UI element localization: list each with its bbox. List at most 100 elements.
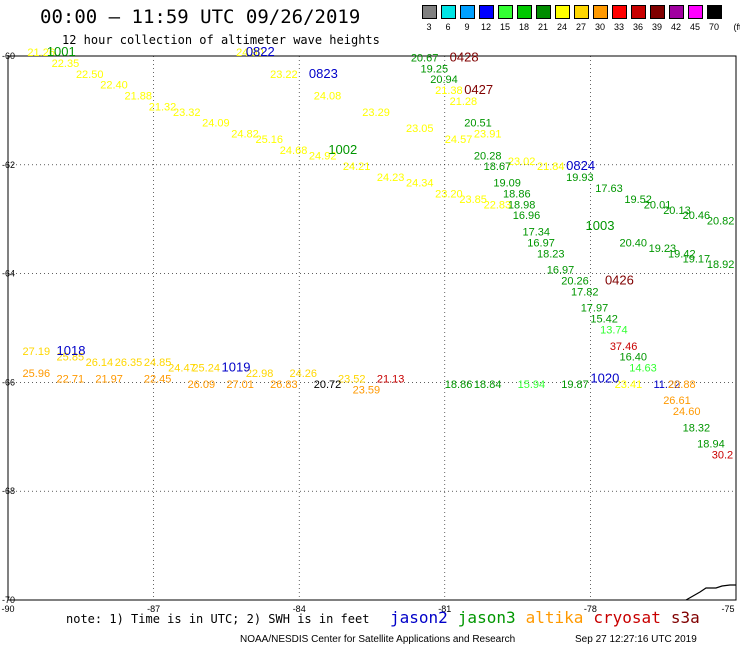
wave-height-value: 23.41 — [615, 379, 643, 391]
wave-height-value: 20.51 — [464, 118, 492, 130]
satellite-legend: jason2 jason3 altika cryosat s3a — [390, 608, 710, 627]
wave-height-value: 11.22 — [653, 379, 680, 391]
wave-height-value: 23.20 — [435, 188, 463, 200]
wave-height-value: 21.38 — [435, 85, 463, 97]
wave-height-value: 19.87 — [561, 379, 589, 391]
lat-tick-label: -70 — [2, 595, 15, 605]
lon-tick-label: -75 — [721, 604, 734, 614]
lon-tick-label: -90 — [1, 604, 14, 614]
wave-height-value: 26.35 — [115, 357, 143, 369]
lon-tick-label: -78 — [584, 604, 597, 614]
pass-time-label: 1003 — [586, 218, 615, 233]
credit-text: NOAA/NESDIS Center for Satellite Applica… — [240, 634, 516, 645]
wave-height-value: 23.05 — [406, 123, 434, 135]
pass-time-label: 0427 — [464, 82, 493, 97]
wave-height-value: 20.94 — [430, 74, 458, 86]
page-title: 00:00 – 11:59 UTC 09/26/2019 — [40, 6, 361, 28]
wave-height-value: 24.92 — [309, 150, 337, 162]
pass-time-label: 0426 — [605, 272, 634, 287]
wave-height-value: 26.09 — [188, 379, 216, 391]
legend-level-label: 39 — [651, 22, 662, 32]
page-subtitle: 12 hour collection of altimeter wave hei… — [62, 33, 380, 47]
legend-swatch — [707, 5, 722, 19]
wave-height-value: 15.42 — [590, 314, 618, 326]
wave-height-value: 18.84 — [474, 379, 502, 391]
legend-level-label: 33 — [613, 22, 624, 32]
wave-height-value: 19.23 — [649, 243, 677, 255]
wave-height-value: 25.85 — [57, 352, 85, 364]
wave-height-value: 20.46 — [683, 210, 711, 222]
wave-height-value: 25.96 — [23, 368, 51, 380]
pass-time-label: 0822 — [246, 44, 275, 59]
pass-time-label: 1002 — [328, 142, 357, 157]
legend-swatch — [498, 5, 513, 19]
wave-height-value: 26.14 — [86, 357, 114, 369]
satellite-label-jason2: jason2 — [390, 608, 448, 627]
pass-time-label: 0823 — [309, 66, 338, 81]
wave-height-value: 19.25 — [421, 63, 449, 75]
legend-swatch — [688, 5, 703, 19]
satellite-label-cryosat: cryosat — [593, 608, 661, 627]
wave-height-value: 19.52 — [624, 194, 652, 206]
lat-tick-label: -66 — [2, 377, 15, 387]
pass-time-label: 1018 — [57, 343, 86, 358]
wave-height-value: 17.97 — [581, 303, 609, 315]
pass-time-label: 1001 — [47, 44, 76, 59]
coastline — [685, 584, 736, 601]
wave-height-value: 18.32 — [683, 422, 711, 434]
wave-height-value: 26.61 — [663, 395, 691, 407]
wave-height-value: 18.94 — [697, 439, 725, 451]
wave-height-value: 23.85 — [459, 194, 487, 206]
wave-height-value: 24.60 — [673, 406, 701, 418]
wave-height-value: 16.97 — [527, 237, 555, 249]
legend-swatch — [555, 5, 570, 19]
wave-height-value: 17.34 — [522, 227, 550, 239]
legend-swatch — [460, 5, 475, 19]
wave-height-value: 25.24 — [192, 363, 220, 375]
legend-swatch — [593, 5, 608, 19]
wave-height-value: 21.26 — [27, 47, 55, 59]
wave-height-value: 22.40 — [100, 80, 128, 92]
wave-height-value: 23.32 — [173, 107, 201, 119]
wave-height-value: 24.34 — [406, 178, 434, 190]
legend-level-label: 6 — [445, 22, 451, 32]
wave-height-value: 24.57 — [445, 134, 473, 146]
wave-height-value: 19.93 — [566, 172, 594, 184]
satellite-label-s3a: s3a — [670, 608, 700, 627]
lon-tick-label: -81 — [438, 604, 451, 614]
legend-level-label: 30 — [594, 22, 605, 32]
wave-height-value: 24.47 — [168, 363, 196, 375]
wave-height-value: 18.92 — [707, 259, 735, 271]
wave-height-value: 19.09 — [493, 178, 521, 190]
wave-height-value: 22.50 — [76, 69, 104, 81]
footer-note: note: 1) Time is in UTC; 2) SWH is in fe… — [66, 612, 370, 626]
wave-height-value: 18.23 — [537, 248, 565, 260]
satellite-label-jason3: jason3 — [457, 608, 516, 627]
wave-height-value: 21.32 — [149, 101, 177, 113]
wave-height-value: 20.28 — [474, 150, 502, 162]
wave-height-value: 16.97 — [547, 265, 575, 277]
wave-height-value: 13.74 — [600, 324, 628, 336]
wave-height-value: 18.67 — [484, 161, 512, 173]
wave-height-value: 24.90 — [236, 47, 264, 59]
legend-level-label: 42 — [670, 22, 681, 32]
wave-height-value: 16.96 — [513, 210, 541, 222]
wave-height-value: 21.88 — [124, 91, 152, 103]
legend-level-label: 70 — [708, 22, 719, 32]
wave-height-value: 15.94 — [518, 379, 546, 391]
legend-level-label: 21 — [537, 22, 548, 32]
lat-tick-label: -60 — [2, 51, 15, 61]
legend-level-label: 18 — [518, 22, 529, 32]
wave-height-value: 17.82 — [571, 286, 599, 298]
wave-height-value: 20.01 — [644, 199, 672, 211]
wave-height-value: 22.83 — [484, 199, 512, 211]
legend-swatch — [631, 5, 646, 19]
wave-height-value: 27.19 — [23, 346, 51, 358]
lon-tick-label: -87 — [147, 604, 160, 614]
wave-height-value: 20.40 — [620, 237, 648, 249]
wave-height-value: 22.98 — [246, 368, 274, 380]
legend-swatch — [536, 5, 551, 19]
wave-height-value: 24.85 — [144, 357, 172, 369]
